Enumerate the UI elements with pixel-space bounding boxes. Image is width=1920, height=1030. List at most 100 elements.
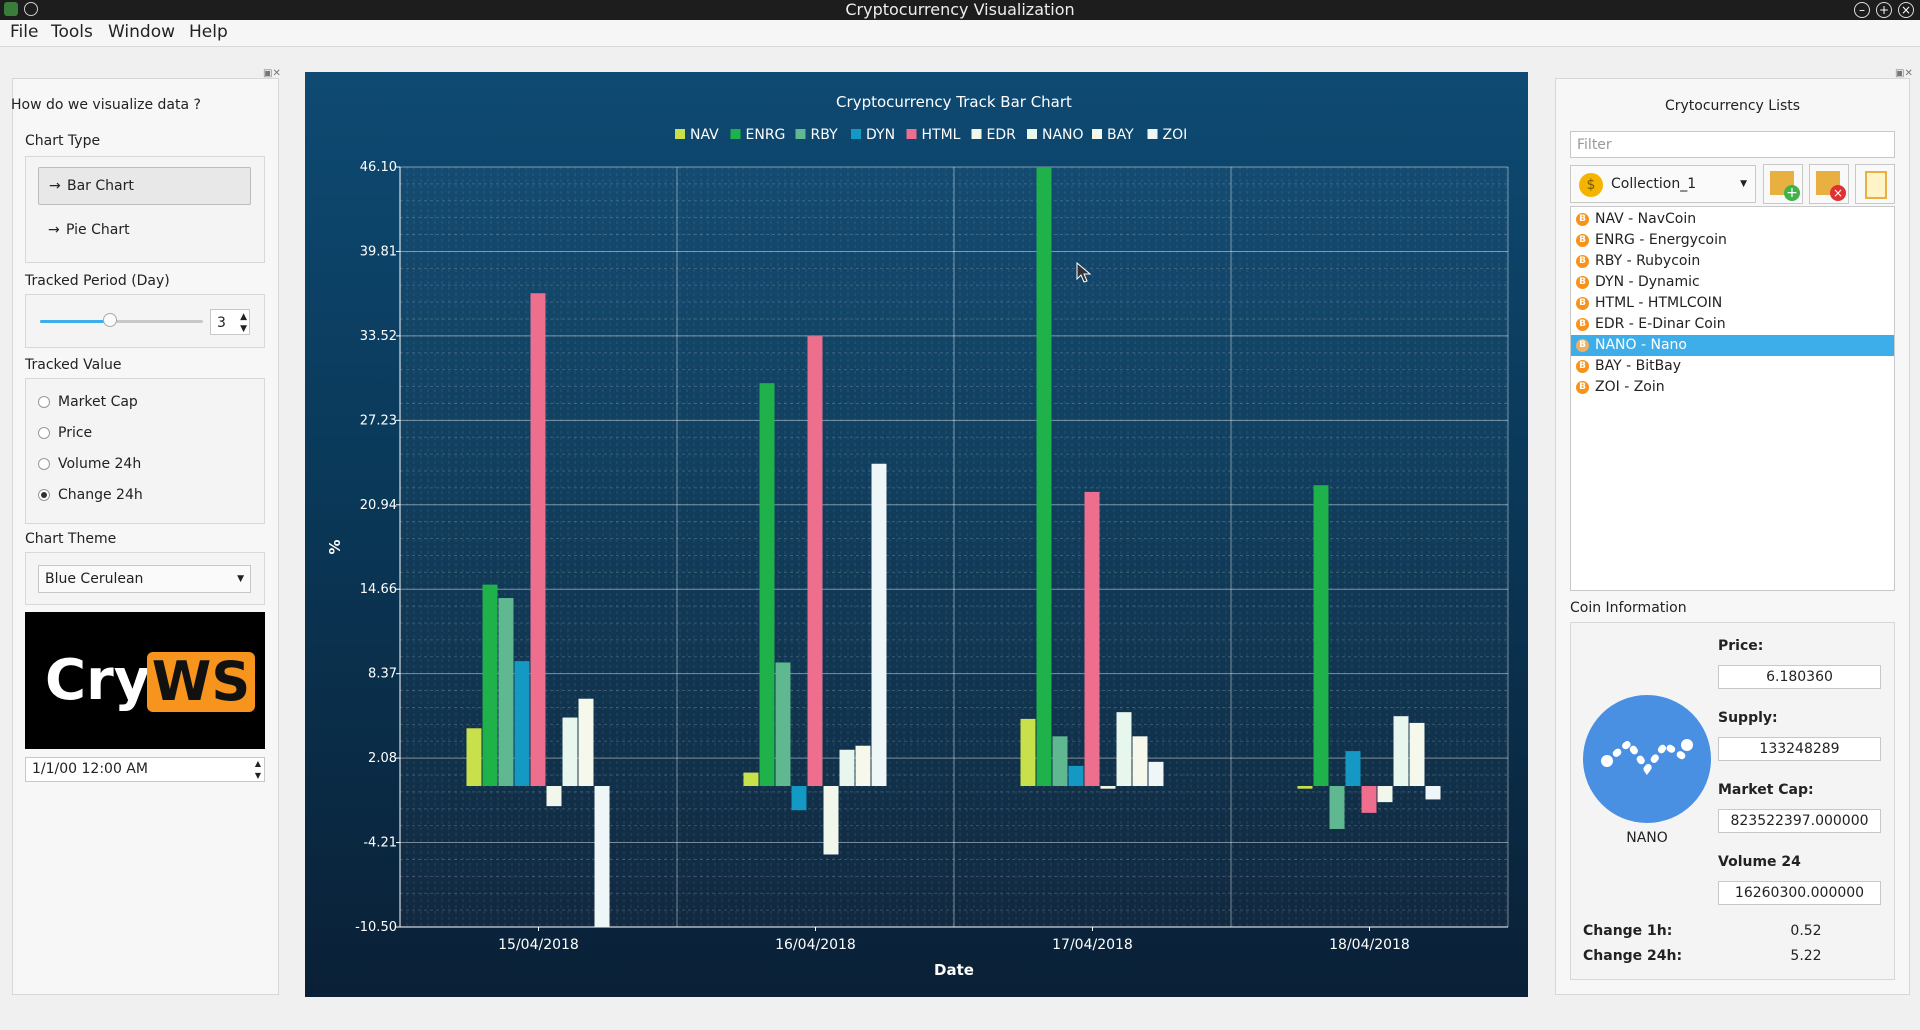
bar-nano: [1393, 716, 1409, 787]
period-slider-handle[interactable]: [103, 313, 118, 327]
marketcap-label: Market Cap:: [1718, 782, 1814, 798]
bar-edr: [1100, 786, 1116, 789]
spin-down-icon[interactable]: ▼: [254, 771, 261, 780]
chevron-down-icon: ▼: [1740, 179, 1747, 189]
list-item[interactable]: B NAV - NavCoin: [1571, 209, 1894, 230]
clipboard-button[interactable]: [1855, 164, 1895, 204]
legend-swatch: [971, 129, 982, 139]
list-item[interactable]: B ENRG - Energycoin: [1571, 230, 1894, 251]
left-heading: How do we visualize data ?: [11, 97, 201, 113]
legend-swatch: [851, 129, 861, 139]
spin-down-icon[interactable]: ▼: [240, 324, 247, 334]
bar-chart-button[interactable]: → Bar Chart: [38, 167, 251, 205]
list-item-selected[interactable]: B NANO - Nano: [1571, 335, 1894, 356]
bitcoin-icon: B: [1576, 381, 1589, 394]
pie-chart-button[interactable]: → Pie Chart: [38, 212, 251, 250]
coin-list: B NAV - NavCoin B ENRG - Energycoin B RBY -…: [1570, 206, 1895, 591]
legend-swatch: [675, 129, 685, 139]
close-icon[interactable]: ×: [1898, 2, 1914, 18]
datetime-field[interactable]: 1/1/00 12:00 AM ▲ ▼: [25, 757, 265, 782]
period-label: Tracked Period (Day): [25, 273, 170, 289]
period-spinbox[interactable]: 3 ▲ ▼: [210, 309, 250, 335]
y-tick-label: -4.21: [363, 836, 397, 851]
spin-up-icon[interactable]: ▲: [240, 312, 247, 322]
menu-window[interactable]: Window: [108, 22, 176, 42]
volume-label: Volume 24: [1718, 854, 1801, 870]
bar-html: [530, 293, 546, 787]
radio-icon[interactable]: [38, 427, 50, 439]
right-heading: Crytocurrency Lists: [1664, 98, 1801, 114]
bitcoin-icon: B: [1576, 276, 1589, 289]
bar-dyn: [791, 786, 807, 811]
menu-file[interactable]: File: [10, 22, 39, 42]
legend-entry: RBY: [811, 127, 839, 143]
y-tick-label: 33.52: [360, 329, 397, 344]
left-dock-buttons-icon[interactable]: ▣✕: [263, 68, 281, 79]
list-item[interactable]: B HTML - HTMLCOIN: [1571, 293, 1894, 314]
price-label: Price:: [1718, 638, 1764, 654]
coin-label: RBY - Rubycoin: [1595, 253, 1701, 269]
legend-entry: HTML: [922, 127, 961, 143]
period-slider-track[interactable]: [40, 320, 203, 323]
x-icon: ×: [1830, 185, 1846, 201]
bar-nav: [466, 728, 482, 787]
datetime-value: 1/1/00 12:00 AM: [32, 761, 148, 777]
y-axis-label: %: [326, 539, 344, 554]
nano-logo-icon: [1583, 695, 1711, 823]
period-value: 3: [217, 315, 226, 331]
nano-wave-icon: [1601, 737, 1693, 775]
bitcoin-icon: B: [1576, 360, 1589, 373]
bar-edr: [823, 786, 839, 855]
bar-bay: [1132, 736, 1148, 787]
theme-select[interactable]: Blue Cerulean ▼: [38, 565, 251, 593]
remove-collection-button[interactable]: ×: [1809, 164, 1849, 204]
bitcoin-icon: B: [1576, 318, 1589, 331]
bar-html: [1084, 491, 1100, 787]
x-tick-label: 18/04/2018: [1329, 937, 1410, 953]
chart-panel: 46.10 39.81 33.52 27.23 20.94 14.66 8.37 2.08 -4…: [305, 72, 1528, 997]
bar-enrg: [482, 584, 498, 787]
filter-input[interactable]: Filter: [1570, 131, 1895, 158]
maximize-icon[interactable]: +: [1876, 2, 1892, 18]
bitcoin-icon: B: [1576, 339, 1589, 352]
menu-tools[interactable]: Tools: [51, 22, 93, 42]
y-tick-label: 20.94: [360, 498, 397, 513]
coin-label: DYN - Dynamic: [1595, 274, 1700, 290]
bar-enrg: [759, 383, 775, 787]
radio-icon[interactable]: [38, 396, 50, 408]
list-item[interactable]: B ZOI - Zoin: [1571, 377, 1894, 398]
legend-entry: ENRG: [746, 127, 786, 143]
theme-label: Chart Theme: [25, 531, 117, 547]
bar-dyn: [1345, 751, 1361, 787]
marketcap-field: 823522397.000000: [1718, 809, 1881, 833]
list-item[interactable]: B EDR - E-Dinar Coin: [1571, 314, 1894, 335]
right-dock-buttons-icon[interactable]: ▣✕: [1895, 68, 1913, 79]
list-item[interactable]: B RBY - Rubycoin: [1571, 251, 1894, 272]
radio-icon[interactable]: [38, 458, 50, 470]
window-menu-icon[interactable]: [24, 2, 38, 16]
legend-swatch: [1147, 129, 1158, 139]
y-tick-label: 2.08: [368, 751, 397, 766]
y-tick-label: 8.37: [368, 667, 397, 682]
chart-type-label: Chart Type: [25, 133, 101, 149]
legend-entry: ZOI: [1163, 127, 1188, 143]
filter-placeholder: Filter: [1577, 137, 1612, 153]
add-collection-button[interactable]: +: [1763, 164, 1803, 204]
pie-chart-label: Pie Chart: [66, 222, 130, 238]
collection-select[interactable]: $ Collection_1 ▼: [1570, 165, 1756, 203]
list-item[interactable]: B BAY - BitBay: [1571, 356, 1894, 377]
bitcoin-icon: B: [1576, 297, 1589, 310]
coin-label: ZOI - Zoin: [1595, 379, 1665, 395]
change1h-value: 0.52: [1790, 923, 1822, 939]
menu-bar: File Tools Window Help: [0, 20, 1920, 47]
volume-field: 16260300.000000: [1718, 881, 1881, 905]
list-item[interactable]: B DYN - Dynamic: [1571, 272, 1894, 293]
minimize-icon[interactable]: –: [1854, 2, 1870, 18]
change1h-label: Change 1h:: [1583, 923, 1673, 939]
legend-swatch: [1027, 129, 1037, 139]
spin-up-icon[interactable]: ▲: [254, 759, 261, 768]
radio-volume-label: Volume 24h: [58, 456, 142, 472]
radio-checked-icon[interactable]: [38, 489, 50, 501]
app-icon: [4, 2, 18, 16]
menu-help[interactable]: Help: [189, 22, 228, 42]
